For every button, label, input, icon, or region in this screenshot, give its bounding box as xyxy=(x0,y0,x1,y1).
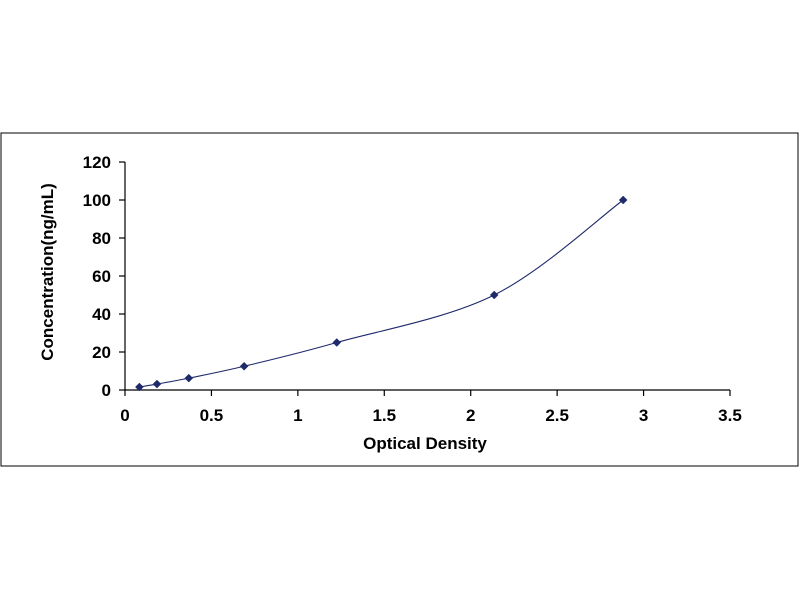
x-tick-label: 0.5 xyxy=(200,406,224,425)
x-tick-label: 2.5 xyxy=(545,406,569,425)
y-axis-title: Concentration(ng/mL) xyxy=(38,183,57,361)
x-tick-label: 1 xyxy=(293,406,302,425)
data-points xyxy=(134,195,628,392)
x-tick-label: 2 xyxy=(466,406,475,425)
x-tick-label: 0 xyxy=(120,406,129,425)
y-tick-label: 120 xyxy=(83,153,111,172)
chart-border xyxy=(0,132,799,467)
y-tick-label: 60 xyxy=(92,267,111,286)
y-tick-label: 100 xyxy=(83,191,111,210)
data-point xyxy=(239,361,249,371)
y-tick-label: 20 xyxy=(92,343,111,362)
y-ticks: 0 20 40 60 80 100 120 xyxy=(83,153,125,400)
data-point xyxy=(152,379,162,389)
x-ticks: 0 0.5 1 1.5 2 2.5 3 3.5 xyxy=(120,390,742,425)
x-tick-label: 1.5 xyxy=(372,406,396,425)
data-point xyxy=(618,195,628,205)
data-point xyxy=(134,382,144,392)
data-point xyxy=(489,290,499,300)
data-point xyxy=(332,338,342,347)
x-axis-title: Optical Density xyxy=(363,434,487,453)
data-point xyxy=(184,373,194,383)
y-tick-label: 40 xyxy=(92,305,111,324)
y-tick-label: 80 xyxy=(92,229,111,248)
y-tick-label: 0 xyxy=(102,381,111,400)
x-tick-label: 3 xyxy=(639,406,648,425)
x-tick-label: 3.5 xyxy=(718,406,742,425)
